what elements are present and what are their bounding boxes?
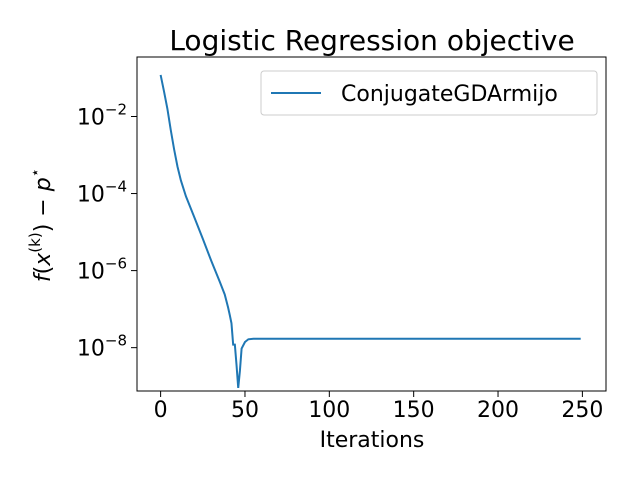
legend: ConjugateGDArmijo [260,70,598,116]
x-ticks: 0 50 100 150 200 250 [154,391,603,423]
x-tick-label: 150 [393,398,435,423]
y-ticks: 10−2 10−4 10−6 10−8 [77,100,137,362]
y-axis-label-f: f [31,271,56,282]
y-axis-label-superscript: (k) [26,232,44,252]
legend-box [260,70,598,116]
y-axis-label-x: x [31,252,56,267]
x-tick-label: 0 [154,398,168,423]
y-tick-label: 10−4 [77,178,127,208]
chart-title: Logistic Regression objective [169,24,574,57]
x-axis-label: Iterations [320,428,425,453]
y-axis-label-text: f(x(k)) − p⋆ [26,168,56,282]
y-axis-label: f(x(k)) − p⋆ [26,168,56,282]
x-tick-label: 250 [561,398,603,423]
plot-area: 0 50 100 150 200 250 10−2 10−4 10−6 10−8 [77,56,607,423]
x-tick-label: 200 [477,398,519,423]
x-tick-label: 50 [231,398,259,423]
x-tick-label: 100 [308,398,350,423]
y-tick-label: 10−8 [77,332,127,362]
y-axis-label-close-minus: ) − [31,191,56,232]
legend-label-conjugategdarmijo: ConjugateGDArmijo [341,82,558,107]
series-line-conjugategdarmijo [159,74,581,389]
y-axis-label-star: ⋆ [26,168,44,177]
y-axis-label-p: p [31,177,56,192]
plot-frame [136,56,607,392]
y-axis-label-open-paren: ( [31,266,56,275]
y-tick-label: 10−2 [77,100,127,130]
y-tick-label: 10−6 [77,255,127,285]
